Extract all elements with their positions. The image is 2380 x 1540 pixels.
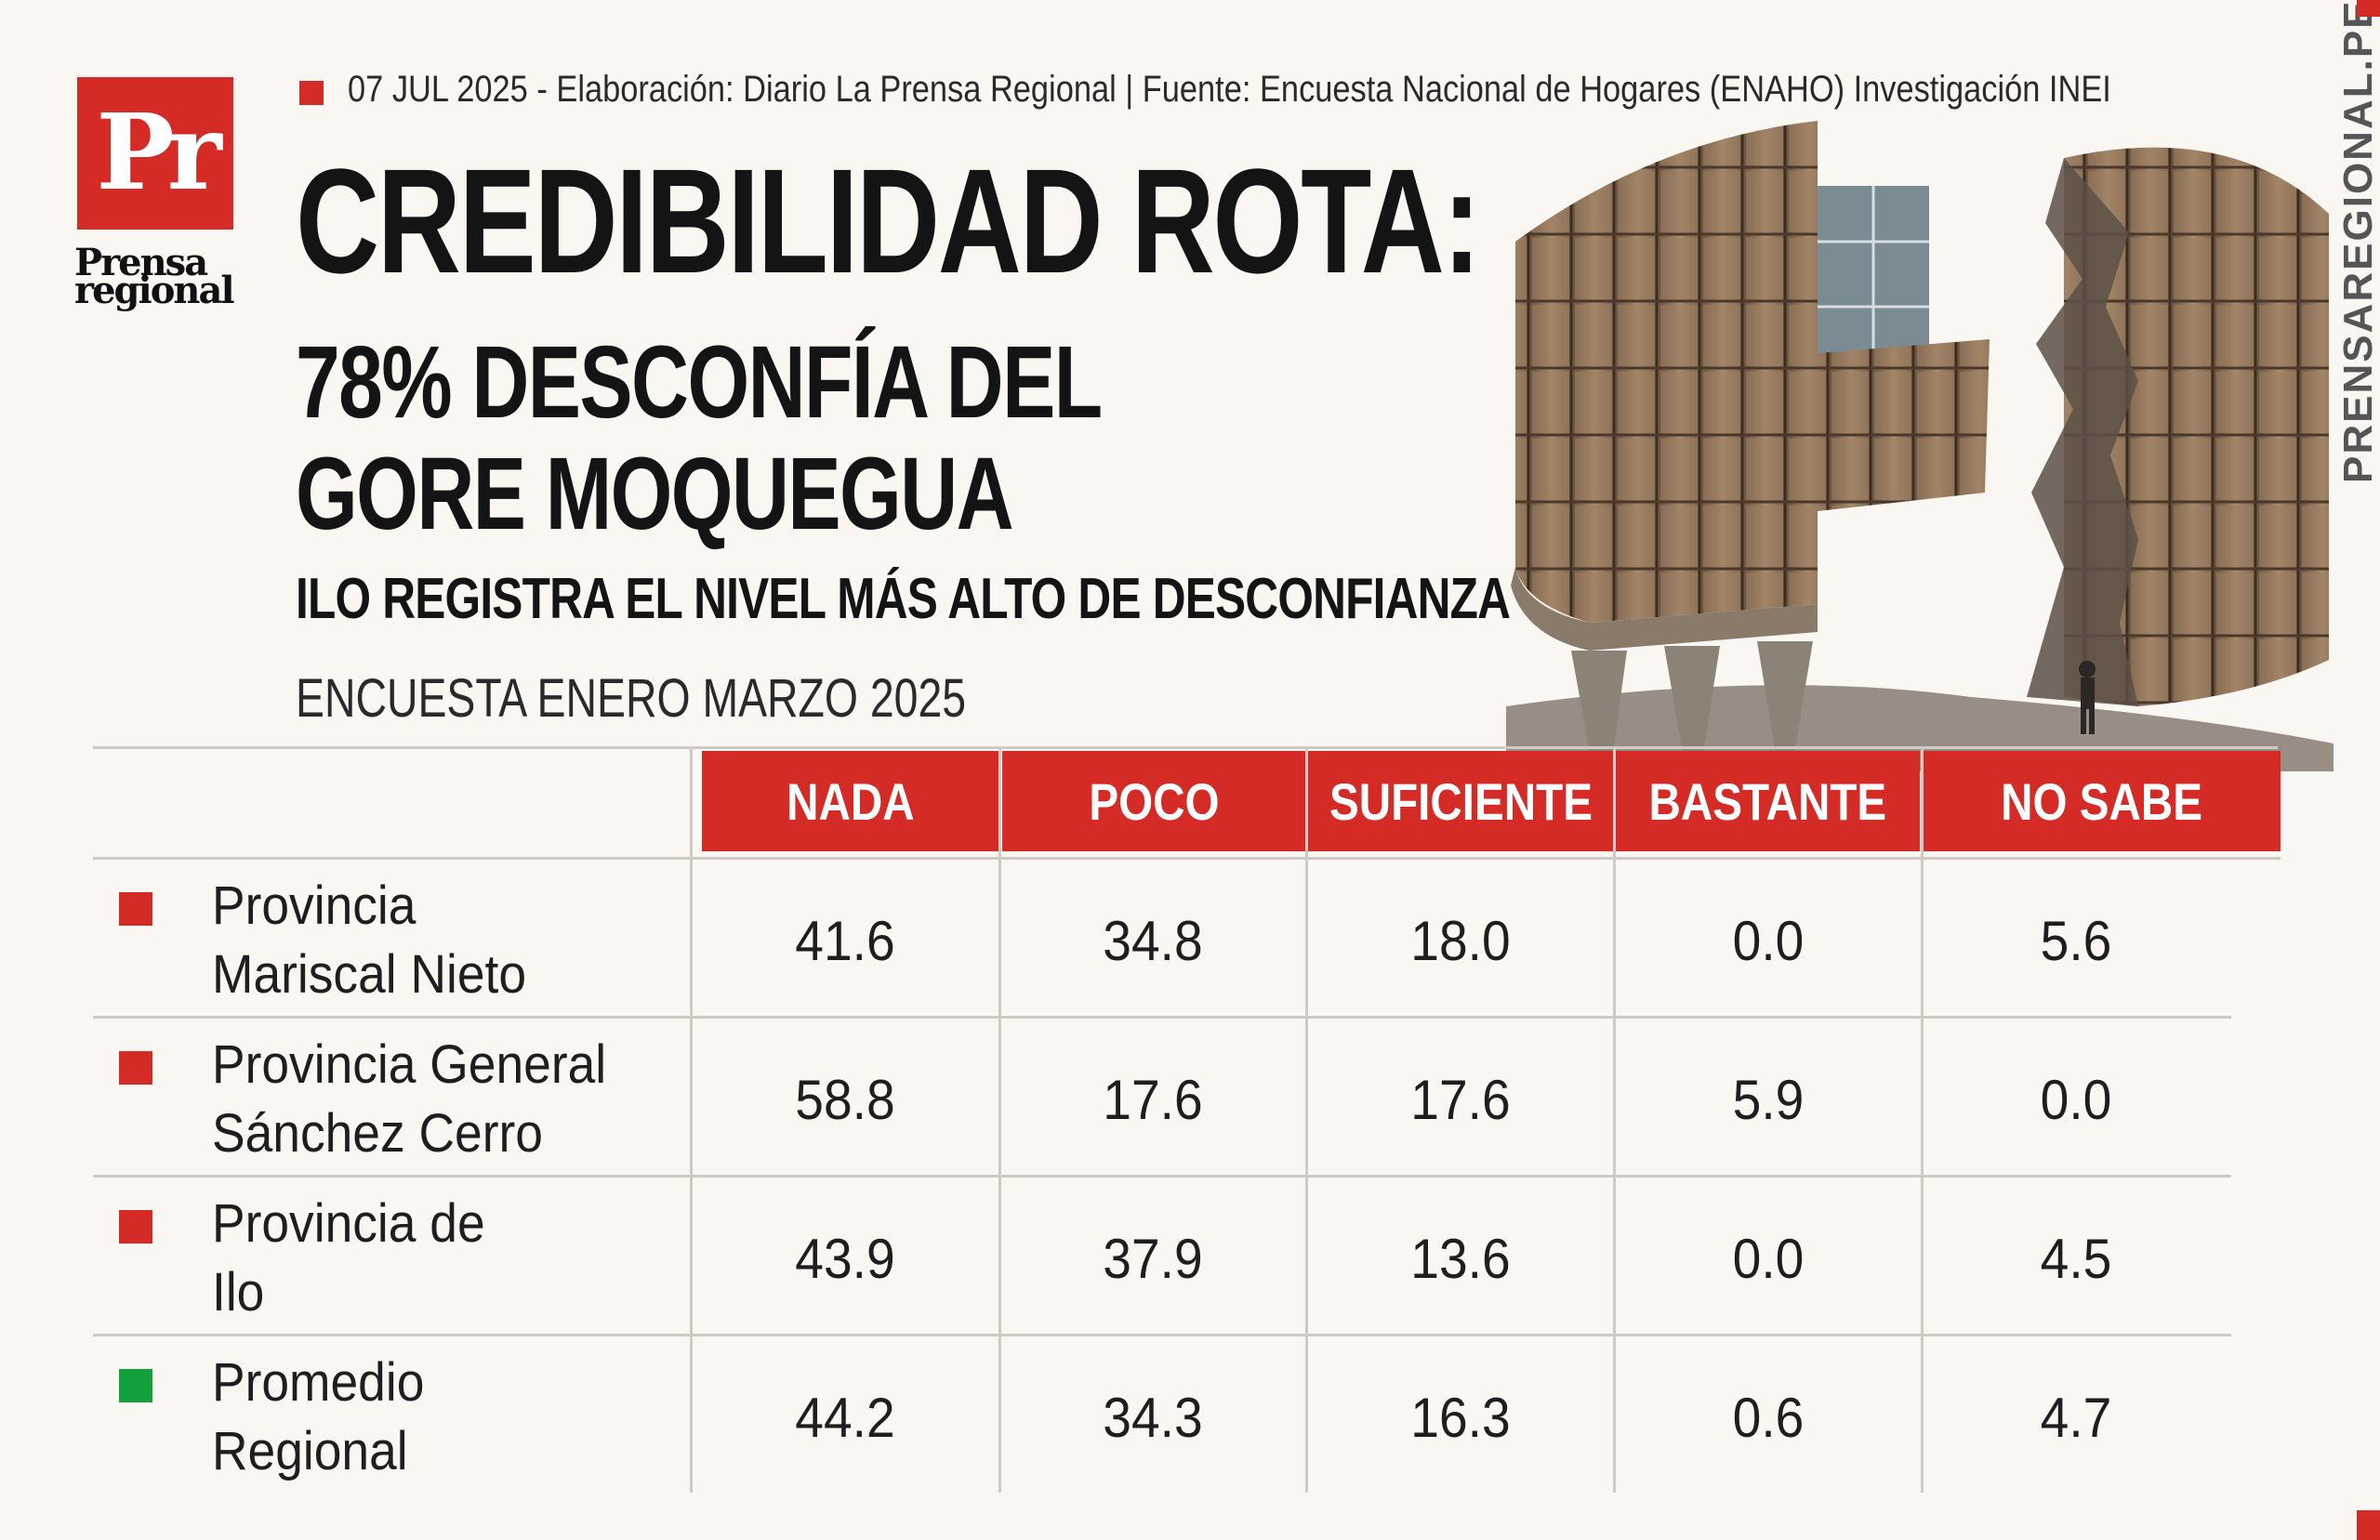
- row-divider: [93, 1016, 2231, 1019]
- column-divider: [998, 749, 1001, 1493]
- row-divider: [93, 1175, 2231, 1178]
- cracked-building-illustration: [1506, 121, 2334, 771]
- row-marker-red-icon: [119, 1051, 152, 1085]
- cell-bastante: 0.0: [1732, 910, 1805, 972]
- cell-suficiente: 13.6: [1410, 1228, 1511, 1290]
- column-divider: [1305, 749, 1308, 1493]
- cell-suficiente: 17.6: [1410, 1069, 1511, 1131]
- row-label: Provincia General Sánchez Cerro: [212, 1034, 607, 1164]
- column-header-poco: POCO: [1002, 751, 1305, 851]
- cell-poco: 17.6: [1103, 1069, 1203, 1131]
- source-line: 07 JUL 2025 - Elaboración: Diario La Pre…: [348, 69, 2111, 110]
- column-header-nada: NADA: [702, 751, 999, 851]
- corner-mark-bottom: [2357, 1510, 2380, 1540]
- column-header-bastante: BASTANTE: [1616, 751, 1920, 851]
- logo-word-1: Prensa: [74, 241, 208, 284]
- headline-kicker: ILO REGISTRA EL NIVEL MÁS ALTO DE DESCON…: [296, 567, 1511, 631]
- column-divider: [1613, 749, 1616, 1493]
- cell-nada: 41.6: [795, 910, 895, 972]
- logo-letters: Pr: [96, 92, 221, 214]
- meta-bullet-icon: [299, 81, 324, 105]
- cell-nada: 58.8: [795, 1069, 895, 1131]
- headline-sub: 78% DESCONFÍA DEL GORE MOQUEGUA: [296, 325, 1103, 551]
- cell-nada: 43.9: [795, 1228, 895, 1290]
- cell-poco: 37.9: [1103, 1228, 1203, 1290]
- row-marker-red-icon: [119, 1210, 152, 1244]
- corner-mark-top: [2357, 0, 2380, 17]
- column-divider: [690, 749, 693, 1493]
- cell-suficiente: 18.0: [1410, 910, 1511, 972]
- row-label: Promedio Regional: [212, 1352, 425, 1481]
- headline-sub-line-1: 78% DESCONFÍA DEL: [296, 325, 1103, 440]
- column-header-no-sabe: NO SABE: [1923, 751, 2281, 851]
- cell-nada: 44.2: [795, 1387, 895, 1449]
- row-marker-red-icon: [119, 892, 152, 926]
- headline-sub-line-2: GORE MOQUEGUA: [296, 437, 1014, 551]
- logo-word-2: regional: [74, 269, 235, 312]
- cell-no-sabe: 4.5: [2040, 1228, 2112, 1290]
- logo-wordmark: Prensa regional: [74, 241, 242, 312]
- table-top-divider: [93, 746, 2278, 749]
- row-label: Provincia de Ilo: [212, 1193, 485, 1323]
- cell-poco: 34.8: [1103, 910, 1203, 972]
- column-divider: [1921, 749, 1924, 1493]
- row-divider: [93, 857, 2281, 860]
- cell-no-sabe: 5.6: [2040, 910, 2112, 972]
- logo-mark: Pr: [77, 77, 233, 230]
- row-label: Provincia Mariscal Nieto: [212, 875, 527, 1005]
- cell-no-sabe: 0.0: [2040, 1069, 2112, 1131]
- cell-poco: 34.3: [1103, 1387, 1203, 1449]
- cell-bastante: 0.0: [1732, 1228, 1805, 1290]
- row-marker-green-icon: [119, 1369, 152, 1402]
- cell-bastante: 5.9: [1732, 1069, 1805, 1131]
- cell-no-sabe: 4.7: [2040, 1387, 2112, 1449]
- column-header-suficiente: SUFICIENTE: [1308, 751, 1613, 851]
- cell-suficiente: 16.3: [1410, 1387, 1511, 1449]
- row-divider: [93, 1334, 2231, 1336]
- headline-main: CREDIBILIDAD ROTA:: [296, 138, 1481, 304]
- cell-bastante: 0.6: [1732, 1387, 1805, 1449]
- survey-period: ENCUESTA ENERO MARZO 2025: [296, 668, 967, 729]
